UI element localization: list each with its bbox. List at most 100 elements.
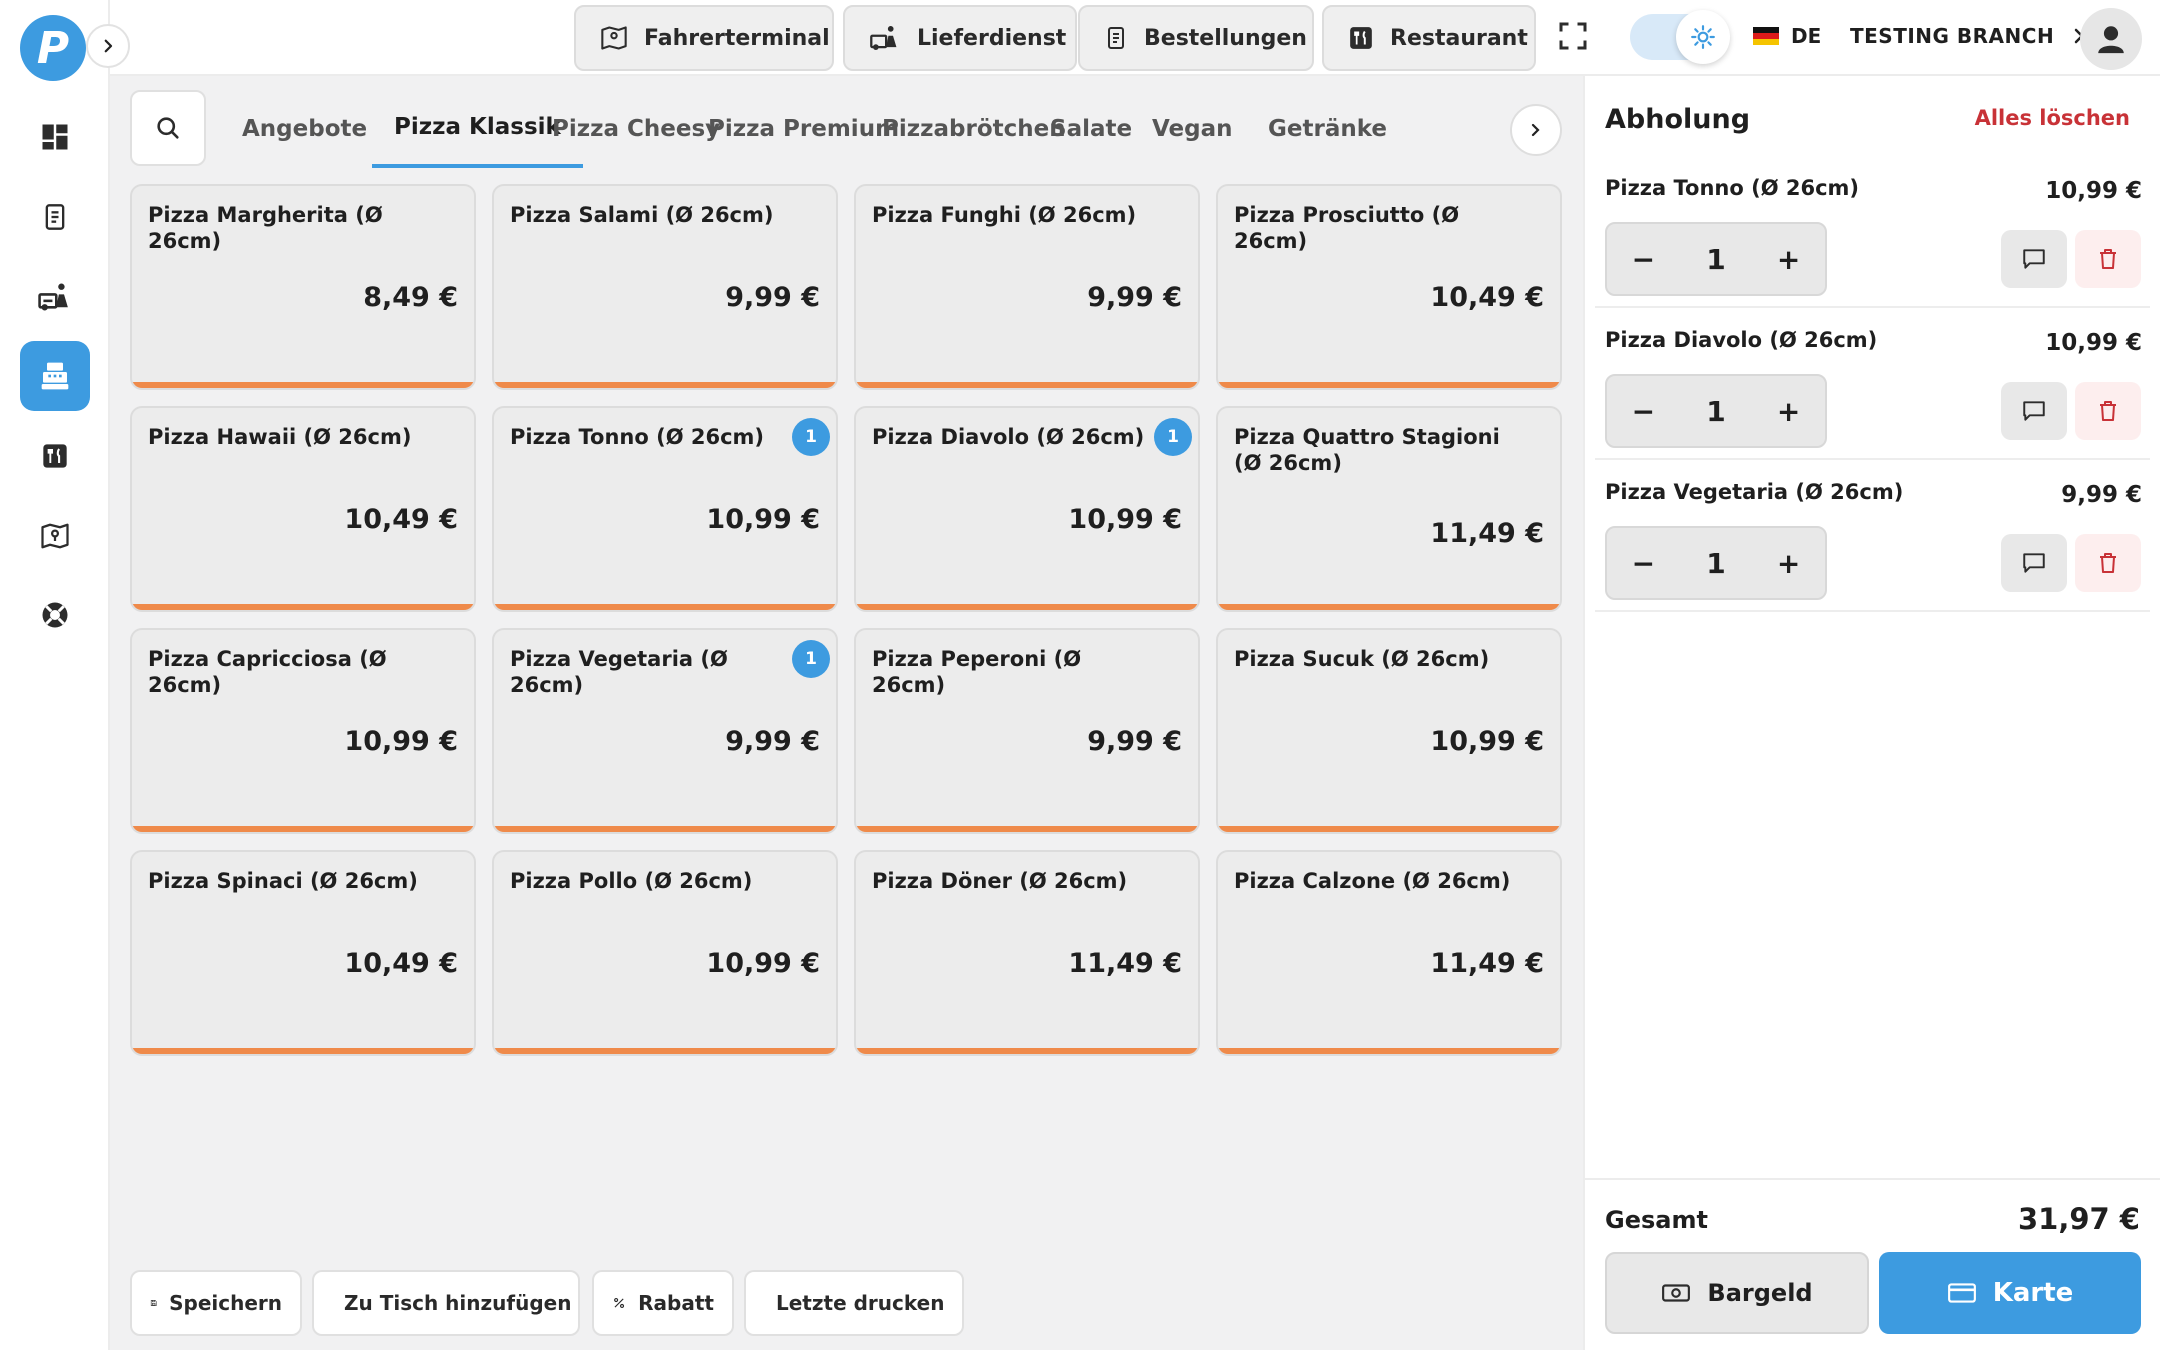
fork-knife-icon — [43, 444, 67, 468]
german-flag-icon — [1753, 27, 1779, 45]
product-card[interactable]: Pizza Vegetaria (Ø 26cm) 1 9,99 € — [492, 628, 838, 834]
sidebar-item-support[interactable] — [20, 580, 90, 650]
tab-pizza-cheesy[interactable]: Pizza Cheesy — [552, 116, 721, 142]
quantity-value: 1 — [1706, 242, 1726, 276]
clear-all-button[interactable]: Alles löschen — [1974, 106, 2130, 130]
theme-toggle[interactable] — [1630, 10, 1730, 64]
product-card[interactable]: Pizza Margherita (Ø 26cm) 8,49 € — [130, 184, 476, 390]
delete-button[interactable] — [2075, 534, 2141, 592]
order-item-price: 10,99 € — [2045, 178, 2142, 204]
sidebar-item-map[interactable] — [20, 501, 90, 571]
restaurant-button[interactable]: Restaurant — [1322, 5, 1536, 71]
sidebar-item-restaurant[interactable] — [20, 421, 90, 491]
note-button[interactable] — [2001, 230, 2067, 288]
tab-pizza-premium[interactable]: Pizza Premium — [708, 116, 900, 142]
product-card[interactable]: Pizza Calzone (Ø 26cm) 11,49 € — [1216, 850, 1562, 1056]
sidebar-expand-button[interactable] — [86, 24, 130, 68]
fullscreen-button[interactable] — [1555, 18, 1591, 58]
product-name: Pizza Calzone (Ø 26cm) — [1234, 869, 1511, 893]
product-card[interactable]: Pizza Tonno (Ø 26cm) 1 10,99 € — [492, 406, 838, 612]
credit-card-icon — [1947, 1283, 1976, 1303]
product-card[interactable]: Pizza Hawaii (Ø 26cm) 10,49 € — [130, 406, 476, 612]
lieferdienst-button[interactable]: Lieferdienst — [843, 5, 1077, 71]
search-icon — [157, 117, 179, 139]
user-avatar[interactable] — [2080, 8, 2142, 70]
product-price: 11,49 € — [1068, 948, 1182, 979]
product-name: Pizza Pollo (Ø 26cm) — [510, 869, 753, 893]
bestellungen-button[interactable]: Bestellungen — [1078, 5, 1314, 71]
order-item-name: Pizza Diavolo (Ø 26cm) — [1605, 328, 1878, 352]
bestellungen-label: Bestellungen — [1144, 25, 1307, 51]
tab-angebote[interactable]: Angebote — [242, 116, 368, 142]
top-header: Fahrerterminal Lieferdienst Bestellungen… — [110, 0, 2160, 76]
lieferdienst-label: Lieferdienst — [917, 25, 1067, 51]
product-price: 9,99 € — [725, 282, 820, 313]
tab-vegan[interactable]: Vegan — [1152, 116, 1233, 142]
receipt-icon — [1108, 27, 1124, 49]
increment-button[interactable]: + — [1776, 242, 1801, 276]
delete-button[interactable] — [2075, 230, 2141, 288]
discount-button[interactable]: Rabatt — [592, 1270, 734, 1336]
product-price: 9,99 € — [1087, 726, 1182, 757]
pay-card-button[interactable]: Karte — [1879, 1252, 2141, 1334]
order-item: Pizza Diavolo (Ø 26cm) 10,99 € − 1 + — [1595, 308, 2150, 460]
product-name: Pizza Funghi (Ø 26cm) — [872, 203, 1137, 227]
tab-pizzabroetchen[interactable]: Pizzabrötchen — [882, 116, 1066, 142]
sidebar-item-dashboard[interactable] — [20, 102, 90, 172]
tab-salate[interactable]: Salate — [1050, 116, 1133, 142]
print-last-button[interactable]: Letzte drucken — [744, 1270, 964, 1336]
tabs-scroll-right-button[interactable] — [1510, 104, 1562, 156]
logo-letter: P — [36, 22, 70, 74]
fullscreen-icon — [1559, 22, 1587, 50]
product-name: Pizza Hawaii (Ø 26cm) — [148, 425, 412, 449]
product-card[interactable]: Pizza Diavolo (Ø 26cm) 1 10,99 € — [854, 406, 1200, 612]
add-to-table-label: Zu Tisch hinzufügen — [344, 1291, 572, 1315]
restaurant-label: Restaurant — [1390, 25, 1528, 51]
sidebar-item-pos[interactable] — [20, 341, 90, 411]
product-card[interactable]: Pizza Sucuk (Ø 26cm) 10,99 € — [1216, 628, 1562, 834]
product-price: 10,99 € — [706, 948, 820, 979]
product-card[interactable]: Pizza Peperoni (Ø 26cm) 9,99 € — [854, 628, 1200, 834]
delivery-truck-icon — [870, 26, 897, 50]
comment-icon — [2023, 249, 2045, 269]
product-price: 8,49 € — [363, 282, 458, 313]
product-name: Pizza Spinaci (Ø 26cm) — [148, 869, 418, 893]
product-card[interactable]: Pizza Quattro Stagioni (Ø 26cm) 11,49 € — [1216, 406, 1562, 612]
order-footer: Gesamt 31,97 € Bargeld Karte — [1585, 1178, 2160, 1350]
product-card[interactable]: Pizza Capricciosa (Ø 26cm) 10,99 € — [130, 628, 476, 834]
increment-button[interactable]: + — [1776, 546, 1801, 580]
sidebar-item-delivery[interactable] — [20, 262, 90, 332]
quantity-value: 1 — [1706, 394, 1726, 428]
sidebar-item-orders[interactable] — [20, 182, 90, 252]
product-card[interactable]: Pizza Prosciutto (Ø 26cm) 10,49 € — [1216, 184, 1562, 390]
save-button[interactable]: Speichern — [130, 1270, 302, 1336]
product-card[interactable]: Pizza Funghi (Ø 26cm) 9,99 € — [854, 184, 1200, 390]
add-to-table-button[interactable]: Zu Tisch hinzufügen — [312, 1270, 580, 1336]
total-label: Gesamt — [1605, 1206, 1708, 1234]
fahrerterminal-label: Fahrerterminal — [644, 25, 830, 51]
increment-button[interactable]: + — [1776, 394, 1801, 428]
save-label: Speichern — [169, 1291, 282, 1315]
tab-getraenke[interactable]: Getränke — [1268, 116, 1387, 142]
decrement-button[interactable]: − — [1631, 242, 1656, 276]
product-card[interactable]: Pizza Salami (Ø 26cm) 9,99 € — [492, 184, 838, 390]
order-item-price: 10,99 € — [2045, 330, 2142, 356]
order-type-title: Abholung — [1605, 104, 1751, 135]
note-button[interactable] — [2001, 382, 2067, 440]
search-button[interactable] — [130, 90, 206, 166]
product-card[interactable]: Pizza Pollo (Ø 26cm) 10,99 € — [492, 850, 838, 1056]
note-button[interactable] — [2001, 534, 2067, 592]
decrement-button[interactable]: − — [1631, 546, 1656, 580]
lifebuoy-icon — [42, 602, 68, 628]
app-logo[interactable]: P — [20, 15, 86, 81]
decrement-button[interactable]: − — [1631, 394, 1656, 428]
product-card[interactable]: Pizza Spinaci (Ø 26cm) 10,49 € — [130, 850, 476, 1056]
product-card[interactable]: Pizza Döner (Ø 26cm) 11,49 € — [854, 850, 1200, 1056]
language-selector[interactable]: DE — [1753, 24, 1821, 48]
branch-selector[interactable]: TESTING BRANCH — [1850, 24, 2086, 48]
fahrerterminal-button[interactable]: Fahrerterminal — [574, 5, 834, 71]
pay-cash-button[interactable]: Bargeld — [1605, 1252, 1869, 1334]
delete-button[interactable] — [2075, 382, 2141, 440]
tab-pizza-klassik[interactable]: Pizza Klassik — [372, 90, 583, 168]
product-price: 11,49 € — [1430, 948, 1544, 979]
